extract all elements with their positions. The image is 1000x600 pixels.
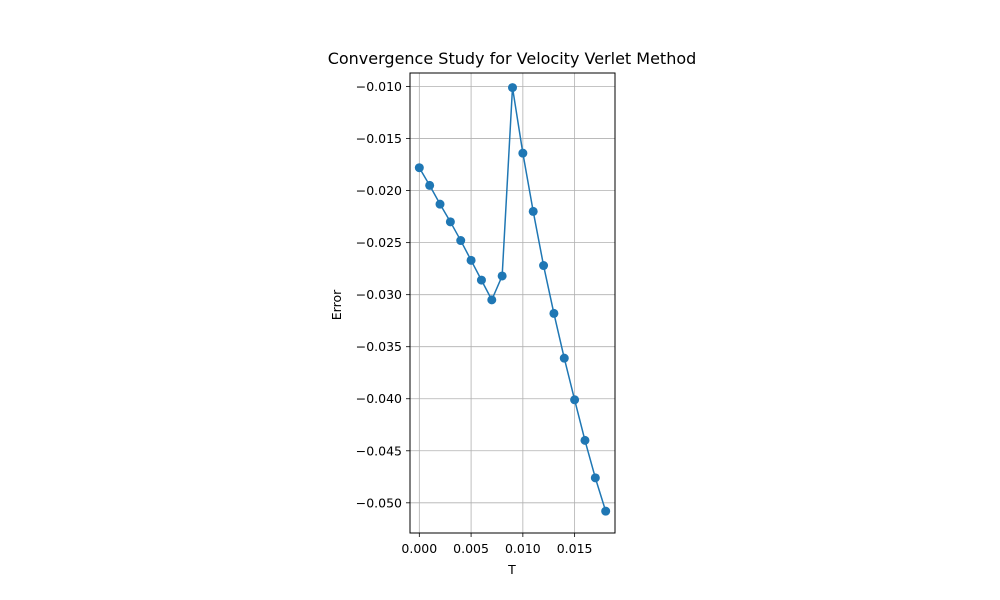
- x-tick-label: 0.015: [557, 541, 593, 556]
- data-point: [445, 217, 455, 227]
- ticks: 0.000 0.005 0.010 0.015 −0.010 −0.015 −0.020 −0…: [356, 79, 593, 556]
- plot-frame: [409, 72, 616, 534]
- y-tick-label: −0.045: [356, 443, 402, 458]
- data-point: [580, 435, 590, 445]
- y-tick-label: −0.015: [356, 131, 402, 146]
- data-point: [590, 473, 600, 483]
- y-tick-label: −0.025: [356, 235, 402, 250]
- data-point: [539, 261, 549, 271]
- chart-title: Convergence Study for Velocity Verlet Me…: [328, 49, 697, 68]
- data-point: [518, 148, 528, 158]
- y-tick-label: −0.050: [356, 495, 402, 510]
- data-point: [508, 83, 517, 93]
- data-point: [466, 255, 476, 265]
- series-line: [418, 86, 607, 512]
- data-point: [549, 308, 559, 318]
- y-tick-label: −0.035: [356, 339, 402, 354]
- x-tick-label: 0.010: [505, 541, 541, 556]
- y-tick-label: −0.040: [356, 391, 402, 406]
- data-point: [476, 275, 486, 285]
- series-layer: [414, 83, 611, 516]
- data-point: [601, 506, 611, 516]
- data-point: [570, 395, 580, 405]
- x-tick-label: 0.005: [453, 541, 489, 556]
- data-point: [414, 163, 424, 173]
- y-axis-label: Error: [329, 289, 344, 320]
- y-tick-label: −0.030: [356, 287, 402, 302]
- x-axis-label: T: [507, 562, 516, 577]
- grid: [410, 73, 615, 533]
- data-point: [528, 206, 538, 216]
- data-point: [425, 180, 435, 190]
- data-point: [456, 236, 466, 246]
- data-point: [559, 353, 569, 363]
- x-tick-label: 0.000: [401, 541, 437, 556]
- y-tick-label: −0.010: [356, 79, 402, 94]
- data-point: [497, 271, 507, 281]
- y-tick-label: −0.020: [356, 183, 402, 198]
- data-point: [487, 295, 497, 305]
- data-point: [435, 199, 445, 209]
